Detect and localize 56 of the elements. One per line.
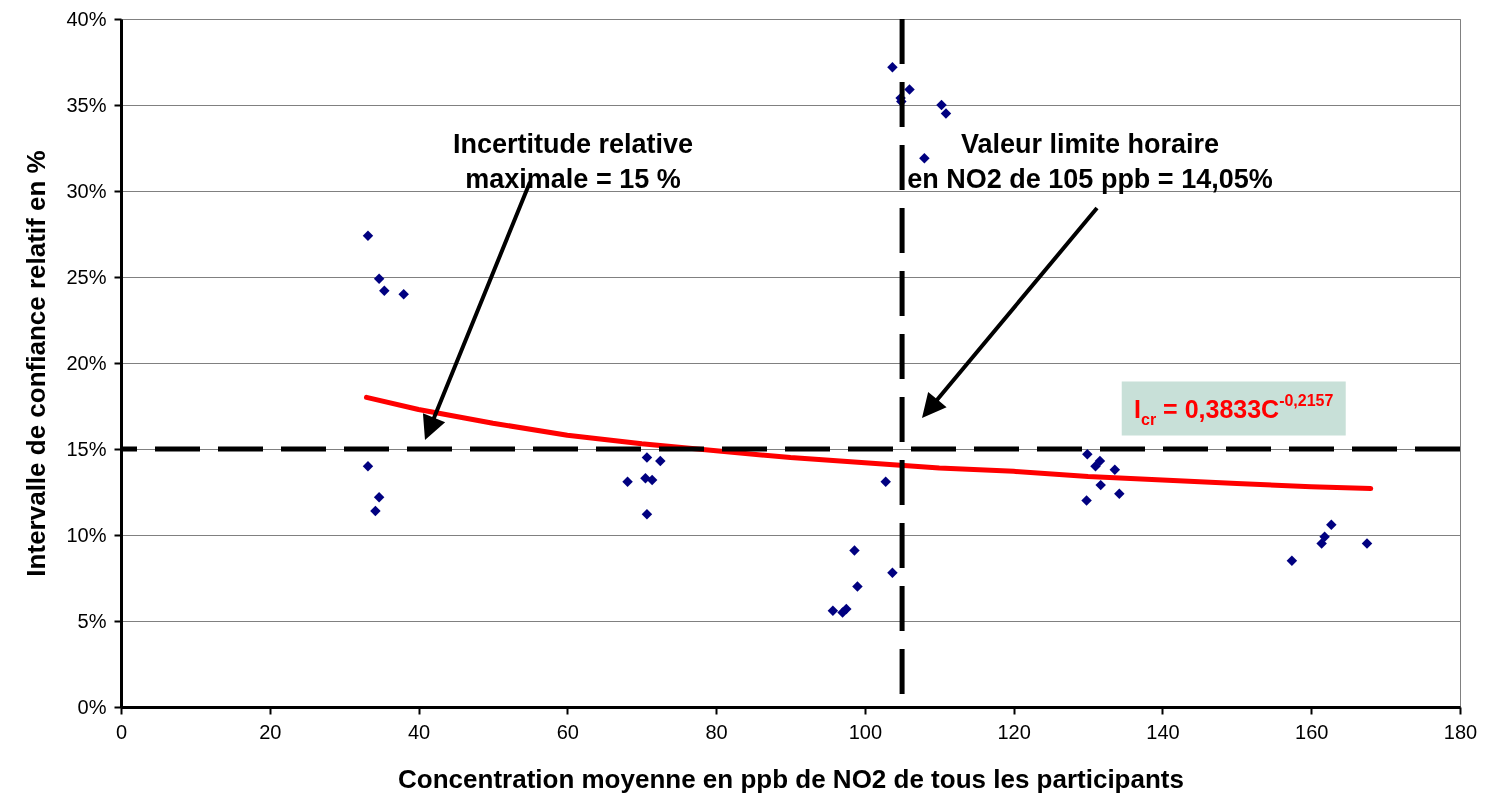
x-tick-label: 80 xyxy=(705,720,728,743)
point xyxy=(1081,495,1092,506)
annotation: Valeur limite horaire en NO2 de 105 ppb = 14,05% xyxy=(907,129,1273,194)
x-tick-label: 120 xyxy=(997,720,1031,743)
y-tick-label: 15% xyxy=(66,437,107,460)
point xyxy=(1114,488,1125,499)
point xyxy=(849,545,860,556)
y-axis-title: Intervalle de confiance relatif en % xyxy=(21,150,52,577)
y-tick-label: 25% xyxy=(66,265,107,288)
point xyxy=(1319,531,1330,542)
point xyxy=(940,108,952,119)
point xyxy=(827,605,839,616)
point xyxy=(1082,448,1093,460)
point xyxy=(1095,479,1106,491)
point xyxy=(1326,519,1337,530)
point xyxy=(379,285,390,296)
y-tick-label: 35% xyxy=(66,93,107,116)
point xyxy=(936,99,947,111)
y-tick-label: 10% xyxy=(66,523,107,546)
x-tick-label: 100 xyxy=(848,720,883,743)
point xyxy=(622,476,633,487)
point xyxy=(370,505,381,517)
x-tick-label: 140 xyxy=(1146,720,1180,743)
y-tick-label: 30% xyxy=(66,179,107,202)
point xyxy=(904,84,915,95)
point xyxy=(373,273,385,284)
x-tick-label: 0 xyxy=(115,720,128,743)
x-tick-label: 40 xyxy=(407,720,431,743)
point xyxy=(1361,538,1373,549)
point xyxy=(1109,464,1121,475)
x-axis-title: Concentration moyenne en ppb de NO2 de tous les participants xyxy=(398,763,1184,794)
point xyxy=(887,567,898,579)
x-tick-label: 180 xyxy=(1443,720,1478,743)
point xyxy=(880,476,891,487)
point xyxy=(841,603,852,615)
point xyxy=(362,230,374,241)
point xyxy=(362,460,374,472)
point xyxy=(655,455,666,467)
x-tick-label: 20 xyxy=(259,720,282,743)
point xyxy=(641,452,653,463)
point xyxy=(641,509,653,520)
y-tick-label: 0% xyxy=(77,695,107,718)
point xyxy=(1316,538,1327,549)
annotation: Incertitude relative maximale = 15 % xyxy=(452,129,694,194)
point xyxy=(373,491,385,503)
point xyxy=(398,288,409,300)
y-tick-label: 5% xyxy=(77,609,107,632)
point xyxy=(852,581,863,592)
point xyxy=(919,153,930,164)
x-tick-label: 160 xyxy=(1295,720,1329,743)
point xyxy=(1094,455,1106,467)
x-tick-label: 60 xyxy=(556,720,579,743)
point xyxy=(1286,555,1298,567)
point xyxy=(887,61,898,73)
y-tick-label: 20% xyxy=(66,351,107,374)
y-tick-label: 40% xyxy=(66,7,107,30)
